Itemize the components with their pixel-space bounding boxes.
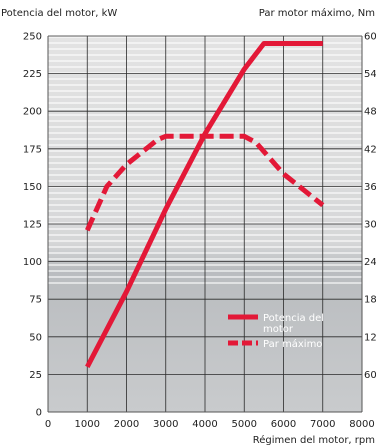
right-tick-label: 240	[364, 257, 376, 268]
right-tick-label: 540	[364, 69, 376, 80]
right-tick-label: 480	[364, 107, 376, 118]
x-axis-title: Régimen del motor, rpm	[253, 434, 375, 446]
left-tick-label: 25	[29, 370, 42, 381]
left-tick-label: 0	[36, 408, 42, 419]
left-tick-label: 225	[23, 69, 42, 80]
x-tick-label: 2000	[114, 419, 139, 430]
x-tick-label: 0	[45, 419, 51, 430]
left-tick-label: 250	[23, 32, 42, 43]
left-tick-label: 100	[23, 257, 42, 268]
left-tick-label: 175	[23, 144, 42, 155]
x-tick-label: 1000	[75, 419, 100, 430]
legend-label-power: Potencia del motor	[263, 313, 324, 335]
legend: Potencia del motor Par máximo	[228, 313, 324, 350]
x-tick-label: 3000	[153, 419, 178, 430]
right-tick-label: 360	[364, 182, 376, 193]
left-tick-label: 50	[29, 332, 42, 343]
x-tick-label: 8000	[349, 419, 374, 430]
x-tick-label: 5000	[232, 419, 257, 430]
left-tick-label: 150	[23, 182, 42, 193]
left-tick-label: 200	[23, 107, 42, 118]
right-tick-label: 300	[364, 220, 376, 231]
right-tick-label: 180	[364, 295, 376, 306]
tick-labels: 0 25 50 75 100 125 150 175 200 225 250 60 120 180 240 3…	[23, 32, 376, 431]
left-axis-title: Potencia del motor, kW	[1, 8, 117, 19]
left-tick-label: 75	[29, 295, 42, 306]
series-line-par-máximo	[85, 133, 325, 232]
right-axis-title: Par motor máximo, Nm	[259, 7, 375, 19]
left-tick-label: 125	[23, 220, 42, 231]
right-tick-label: 420	[364, 144, 376, 155]
x-tick-label: 7000	[310, 419, 335, 430]
legend-label-torque: Par máximo	[263, 338, 322, 350]
right-tick-label: 120	[364, 332, 376, 343]
right-tick-label: 60	[364, 370, 376, 381]
axes	[47, 36, 363, 413]
x-tick-label: 6000	[271, 419, 296, 430]
x-tick-label: 4000	[192, 419, 217, 430]
series-lines	[85, 41, 325, 369]
right-tick-label: 600	[364, 32, 376, 43]
